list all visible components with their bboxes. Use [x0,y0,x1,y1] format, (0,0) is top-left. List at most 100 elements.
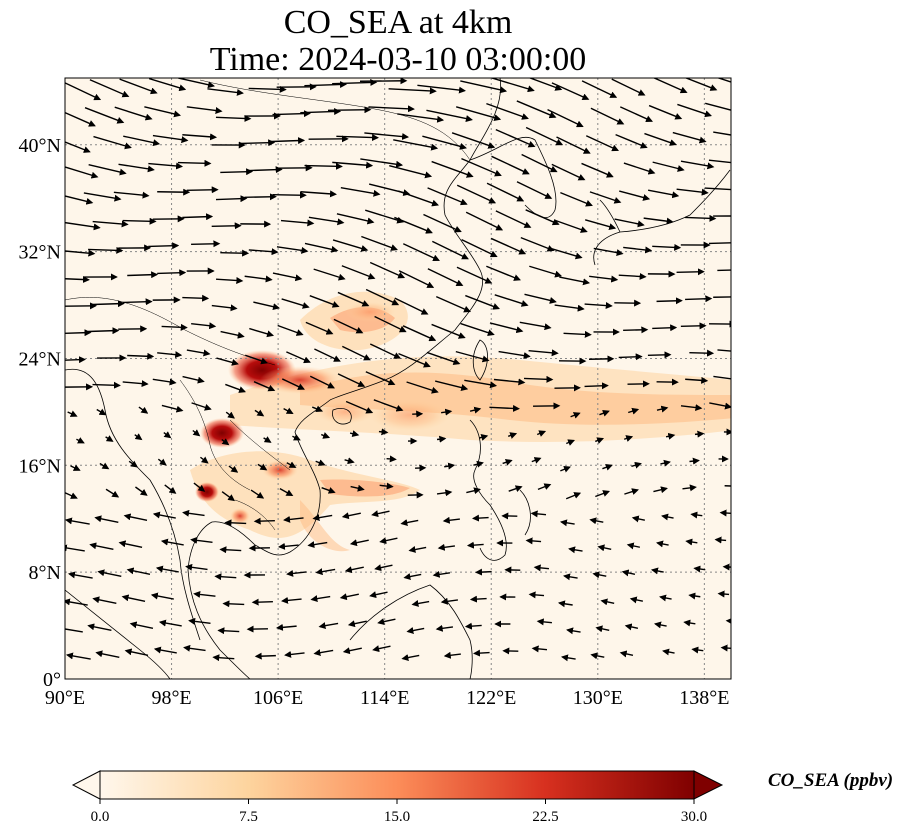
wind-arrow [469,595,487,603]
wind-arrow [713,375,731,383]
wind-arrow [495,128,536,148]
lat-tick-label: 8°N [29,562,61,584]
wind-arrow [191,240,221,248]
wind-arrow [662,648,675,656]
wind-arrow [157,458,167,466]
wind-arrow [394,297,429,315]
wind-arrow [118,163,155,173]
wind-arrow [178,78,215,89]
wind-arrow [401,654,420,661]
wind-arrow [251,598,273,606]
wind-arrow [427,187,468,206]
wind-arrow [309,375,336,389]
wind-arrow [89,79,130,98]
wind-arrow [281,298,310,309]
wind-arrow [342,345,371,361]
wind-arrow [65,491,78,499]
wind-arrow [568,546,583,554]
wind-arrow [650,567,664,575]
wind-arrow [725,617,731,625]
wind-arrow [460,80,508,94]
wind-arrow [318,622,339,630]
wind-arrow [97,569,122,578]
wind-arrow [148,78,187,92]
wind-arrow [304,162,343,170]
wind-arrow [148,242,180,250]
wind-arrow [455,106,502,122]
wind-arrow [708,242,731,245]
wind-arrow [400,519,419,526]
wind-arrow [135,486,148,496]
wind-arrow [490,78,535,93]
wind-arrow [486,102,529,120]
wind-arrow [528,349,559,357]
map-frame [64,77,732,680]
wind-arrow [310,595,331,603]
wind-arrow [422,135,467,150]
wind-arrow [624,623,639,631]
wind-arrow [364,132,410,140]
wind-arrow [228,465,239,473]
wind-arrow [563,330,592,338]
wind-arrow [249,327,275,338]
wind-arrow [398,270,435,288]
wind-arrow [272,272,303,282]
wind-arrow [182,133,218,141]
wind-arrow [155,565,179,573]
wind-arrow [653,78,688,94]
hotspot-cambodia [230,508,250,524]
lon-tick-label: 130°E [573,687,623,709]
wind-arrow [153,646,177,654]
map-title: CO_SEA at 4km [283,4,513,41]
wind-arrow [119,78,158,95]
wind-arrow [619,106,654,123]
wind-arrow [475,568,492,576]
wind-arrow [360,78,408,85]
wind-arrow [623,326,649,334]
wind-arrow [653,486,668,494]
wind-arrow [563,573,578,581]
wind-arrow [523,375,554,383]
wind-arrow [408,546,427,553]
wind-arrow [212,654,235,662]
wind-arrow [304,81,348,89]
wind-arrow [211,304,238,312]
wind-arrow [67,571,93,579]
wind-arrow [656,540,669,548]
wind-arrow [158,619,182,627]
lat-tick-label: 40°N [19,135,61,157]
wind-arrow [619,190,651,201]
wind-arrow [466,541,484,549]
wind-arrow [283,407,294,415]
wind-arrow [190,536,213,544]
wind-arrow [129,621,154,629]
map-time-subtitle: Time: 2024-03-10 03:00:00 [209,41,587,78]
wind-arrow [402,325,437,342]
wind-arrow [443,651,461,659]
wind-arrow [398,190,439,207]
wind-arrow [157,188,191,196]
wind-arrow [589,355,615,363]
wind-arrow [722,563,731,571]
wind-arrow [88,164,127,176]
wind-arrow [121,594,146,603]
wind-arrow [614,218,645,228]
wind-arrow [300,108,342,116]
wind-arrow [315,459,326,466]
wind-arrow [717,590,730,598]
wind-arrow [123,513,148,522]
wind-arrow [551,82,590,101]
wind-arrow [148,162,184,170]
colorbar-tick-label: 22.5 [532,809,558,825]
wind-arrow [95,650,120,659]
wind-arrow [665,432,676,440]
wind-arrow [533,564,550,572]
wind-arrow [122,380,149,388]
wind-arrow [683,619,696,627]
wind-arrow [286,461,297,468]
wind-arrow [684,78,718,91]
wind-arrow [547,109,584,128]
wind-arrow [676,188,709,196]
wind-arrow [65,276,90,284]
wind-arrow [431,323,466,339]
